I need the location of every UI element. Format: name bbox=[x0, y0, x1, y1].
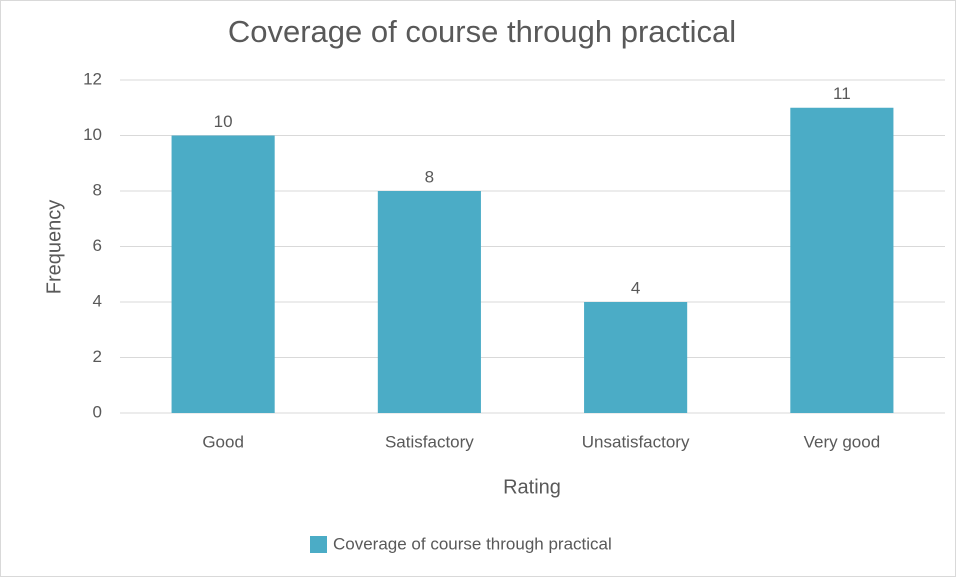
y-tick-label: 8 bbox=[93, 180, 102, 199]
x-tick-label: Satisfactory bbox=[385, 432, 474, 451]
x-tick-label: Unsatisfactory bbox=[582, 432, 690, 451]
y-tick-label: 6 bbox=[93, 236, 102, 255]
x-tick-label: Very good bbox=[804, 432, 881, 451]
x-tick-label: Good bbox=[202, 432, 244, 451]
data-label: 11 bbox=[833, 84, 851, 103]
y-tick-label: 4 bbox=[93, 291, 102, 310]
y-tick-label: 10 bbox=[83, 125, 102, 144]
y-tick-label: 2 bbox=[93, 347, 102, 366]
bar bbox=[790, 107, 894, 413]
data-label: 10 bbox=[214, 112, 233, 131]
y-axis-label: Frequency bbox=[43, 200, 65, 295]
y-tick-label: 0 bbox=[93, 402, 102, 421]
legend-label: Coverage of course through practical bbox=[333, 534, 612, 553]
chart-title: Coverage of course through practical bbox=[228, 14, 736, 49]
data-label: 4 bbox=[631, 278, 640, 297]
x-axis-label: Rating bbox=[503, 476, 561, 498]
y-tick-label: 12 bbox=[83, 69, 102, 88]
bar bbox=[377, 191, 481, 413]
bar bbox=[584, 302, 688, 413]
legend-swatch bbox=[310, 536, 327, 553]
bar bbox=[171, 135, 275, 413]
data-label: 8 bbox=[425, 167, 434, 186]
